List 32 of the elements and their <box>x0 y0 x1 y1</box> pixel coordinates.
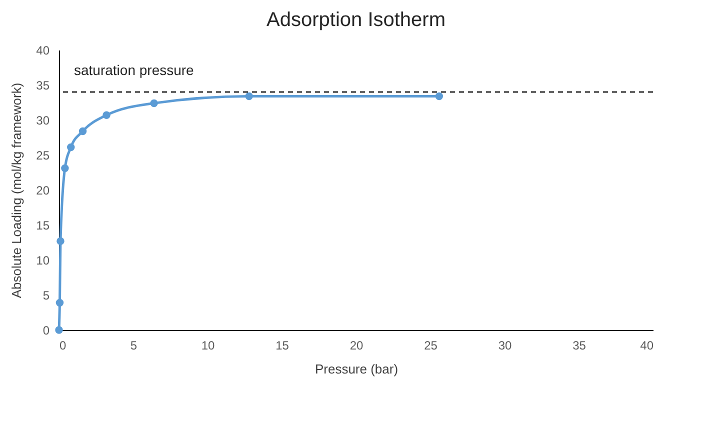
ref-line-label: saturation pressure <box>74 62 194 78</box>
x-tick-label: 20 <box>350 338 364 352</box>
point <box>78 127 87 136</box>
y-tick-label: 10 <box>36 254 50 268</box>
x-tick-label: 10 <box>201 338 215 352</box>
point <box>102 111 110 119</box>
chart-title: Adsorption Isotherm <box>266 9 446 31</box>
x-tick-label: 5 <box>130 338 138 352</box>
x-tick-label: 35 <box>572 338 586 352</box>
y-tick-label: 15 <box>36 218 50 232</box>
point <box>150 99 158 108</box>
point <box>245 92 253 100</box>
point <box>56 237 64 245</box>
y-tick-label: 35 <box>36 78 50 92</box>
point <box>67 143 75 152</box>
y-tick-label: 30 <box>36 114 50 128</box>
point <box>435 92 444 100</box>
y-tick-label: 0 <box>42 324 50 338</box>
y-tick-label: 5 <box>42 288 50 302</box>
x-axis-title: Pressure (bar) <box>314 362 398 376</box>
y-tick-label: 40 <box>36 44 50 58</box>
y-axis-title: Absolute Loading (mol/kg framework) <box>9 82 24 298</box>
point <box>56 298 64 307</box>
x-tick-label: 15 <box>276 338 290 352</box>
x-tick-label: 0 <box>60 338 66 352</box>
point <box>61 164 69 172</box>
y-tick-label: 25 <box>36 148 50 162</box>
y-tick-label: 20 <box>36 184 50 198</box>
x-tick-label: 40 <box>640 338 654 352</box>
x-tick-label: 30 <box>498 338 512 352</box>
point <box>55 326 63 334</box>
x-tick-label: 25 <box>424 338 438 352</box>
